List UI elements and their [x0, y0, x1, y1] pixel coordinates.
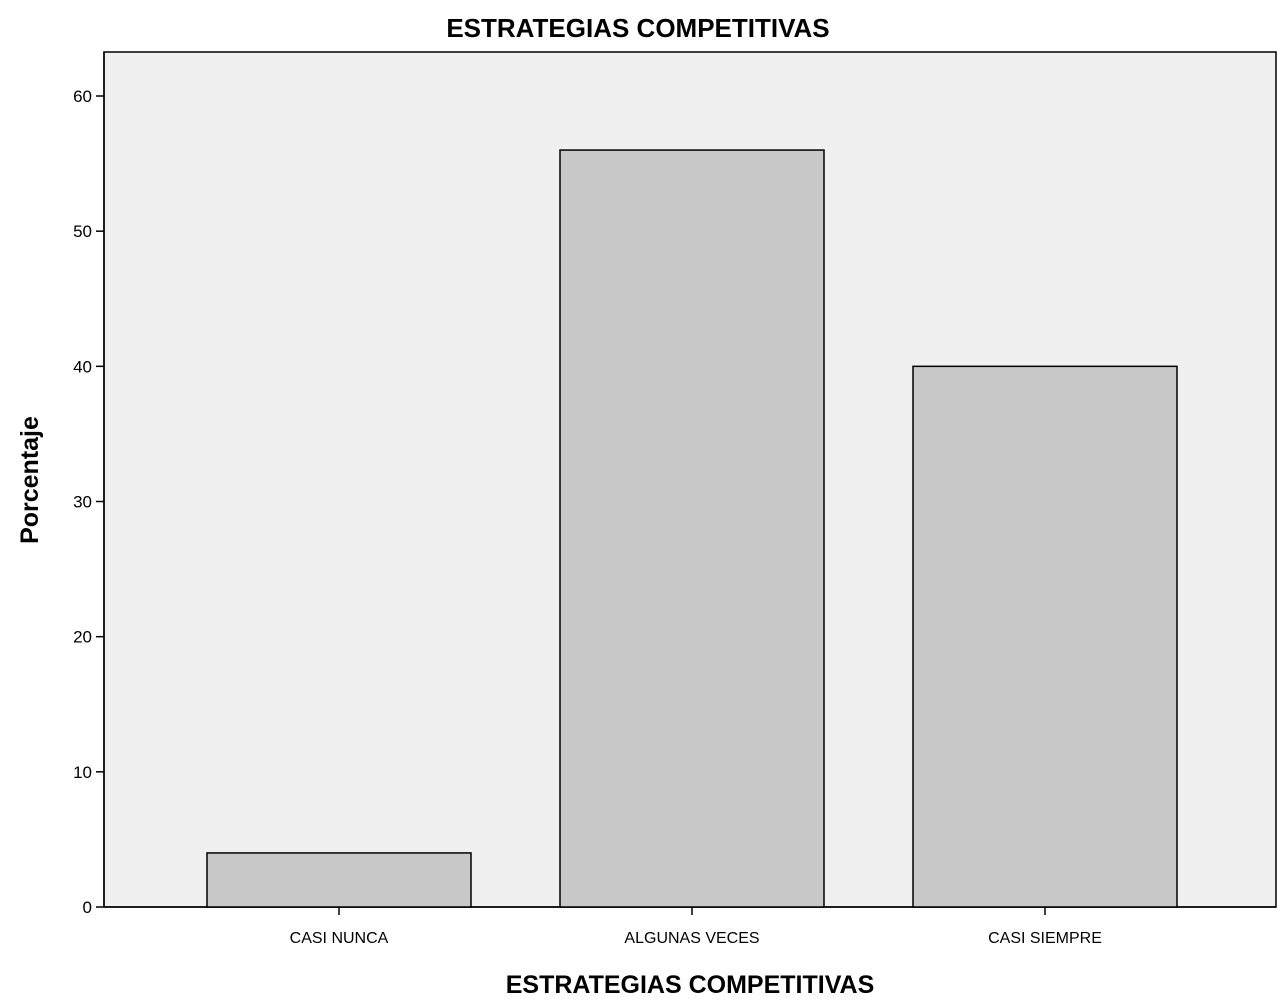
chart-title: ESTRATEGIAS COMPETITIVAS: [446, 13, 829, 43]
y-tick-label: 40: [73, 357, 92, 376]
x-category-label: CASI NUNCA: [290, 930, 389, 947]
bars-group: [206, 149, 1178, 908]
y-axis-label: Porcentaje: [16, 416, 44, 544]
y-ticks-group: 0 10 20 30 40 50 60: [73, 87, 104, 917]
y-tick-label: 0: [83, 898, 92, 917]
y-tick-label: 30: [73, 493, 92, 512]
x-ticks-group: CASI NUNCA ALGUNAS VECES CASI SIEMPRE: [290, 907, 1102, 947]
x-category-label: ALGUNAS VECES: [624, 930, 759, 947]
bar-casi-siempre: [912, 365, 1178, 908]
x-category-label: CASI SIEMPRE: [988, 930, 1102, 947]
bar-algunas-veces: [559, 149, 825, 908]
bar-casi-nunca: [206, 852, 472, 908]
y-tick-label: 50: [73, 222, 92, 241]
x-axis-label: ESTRATEGIAS COMPETITIVAS: [506, 971, 875, 999]
y-tick-label: 20: [73, 628, 92, 647]
y-tick-label: 10: [73, 763, 92, 782]
y-tick-label: 60: [73, 87, 92, 106]
